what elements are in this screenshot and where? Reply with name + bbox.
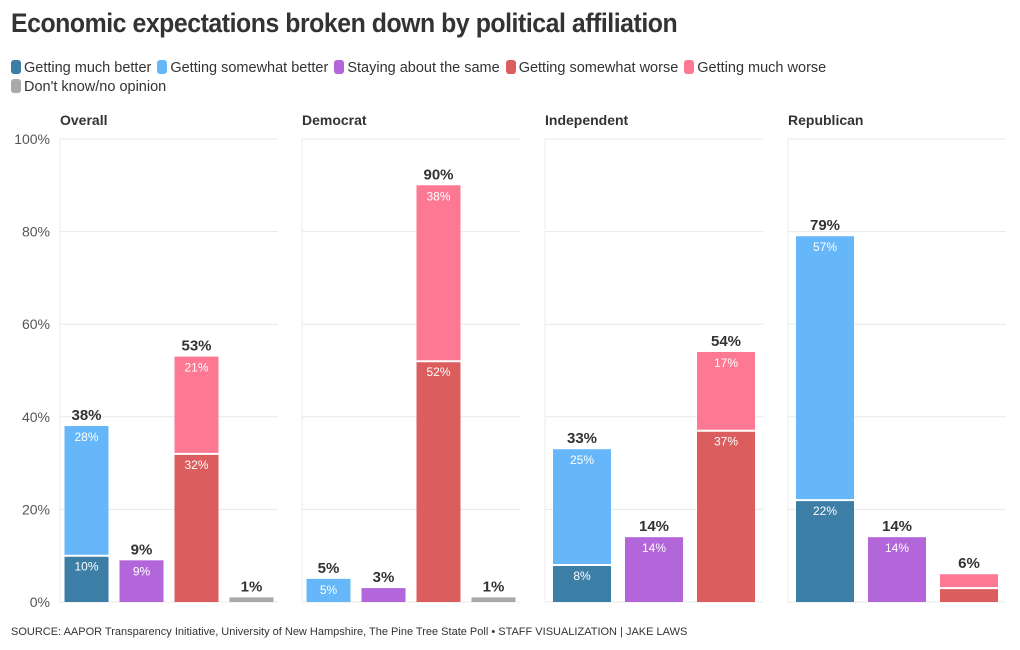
segment-label: 25%: [570, 453, 594, 467]
segment-label: 8%: [573, 569, 591, 583]
y-tick-label: 100%: [14, 131, 50, 147]
bar-segment: [416, 185, 461, 362]
legend-swatch: [334, 60, 345, 74]
segment-label: 57%: [813, 240, 837, 254]
bar-segment: [796, 500, 854, 602]
segment-label: 5%: [320, 583, 338, 597]
bar-total-label: 9%: [131, 541, 153, 558]
bar-total-label: 5%: [318, 560, 340, 577]
bar-total-label: 1%: [483, 578, 505, 595]
segment-label: 32%: [184, 458, 208, 472]
segment-label: 14%: [885, 541, 909, 555]
panel-title: Republican: [788, 112, 863, 128]
legend-item: Getting much worse: [684, 59, 826, 78]
segment-label: 37%: [714, 435, 738, 449]
bar-segment: [416, 361, 461, 602]
bar-total-label: 90%: [423, 166, 453, 183]
bar-segment: [940, 574, 998, 589]
legend-item: Getting somewhat better: [157, 59, 328, 78]
bar-segment: [697, 430, 755, 602]
legend-item: Don't know/no opinion: [11, 78, 166, 97]
legend-label: Getting somewhat better: [170, 60, 329, 76]
segment-label: 14%: [642, 541, 666, 555]
y-tick-label: 80%: [22, 224, 50, 240]
legend-swatch: [11, 60, 21, 74]
chart-svg: 0% 20% 40% 60% 80% 100% Overall 10% 28% 38% 9% 9% 32…: [14, 112, 1006, 610]
legend-item: Getting much better: [11, 59, 151, 78]
legend-item: Staying about the same: [334, 59, 500, 78]
bar-total-label: 1%: [241, 578, 263, 595]
legend-label: Getting much worse: [697, 60, 827, 76]
bar-segment: [553, 449, 611, 565]
segment-label: 9%: [133, 564, 151, 578]
segment-label: 22%: [813, 504, 837, 518]
legend-label: Getting much better: [24, 60, 152, 76]
source-note: SOURCE: AAPOR Transparency Initiative, U…: [11, 626, 688, 638]
bar-segment: [361, 588, 406, 602]
legend: Getting much better Getting somewhat bett…: [11, 59, 911, 97]
y-tick-label: 0%: [30, 594, 50, 610]
bar-segment: [553, 564, 611, 602]
bar-segment: [119, 560, 164, 602]
bar-segment: [306, 578, 351, 602]
bar-segment: [229, 597, 274, 602]
bar-total-label: 14%: [882, 518, 912, 535]
legend-swatch: [684, 60, 695, 74]
segment-label: 21%: [184, 361, 208, 375]
panel-title: Democrat: [302, 112, 367, 128]
bar-total-label: 54%: [711, 333, 741, 350]
segment-label: 52%: [426, 365, 450, 379]
bar-segment: [868, 537, 926, 602]
legend-label: Staying about the same: [347, 60, 500, 76]
segment-label: 17%: [714, 356, 738, 370]
bar-total-label: 14%: [639, 518, 669, 535]
bar-total-label: 33%: [567, 430, 597, 447]
segment-label: 38%: [426, 189, 450, 203]
bar-segment: [174, 453, 219, 602]
legend-item: Getting somewhat worse: [505, 59, 679, 78]
bar-segment: [796, 236, 854, 501]
bar-segment: [64, 426, 109, 556]
bar-segment: [940, 588, 998, 602]
y-tick-label: 20%: [22, 501, 50, 517]
bar-segment: [471, 597, 516, 602]
legend-swatch: [157, 60, 168, 74]
panel-title: Overall: [60, 112, 107, 128]
segment-label: 10%: [74, 560, 98, 574]
bar-segment: [64, 555, 109, 602]
bar-total-label: 53%: [181, 338, 211, 355]
bar-total-label: 6%: [958, 555, 980, 572]
legend-swatch: [11, 79, 21, 93]
segment-label: 28%: [74, 430, 98, 444]
bar-segment: [174, 356, 219, 454]
legend-swatch: [505, 60, 516, 74]
chart-title: Economic expectations broken down by pol…: [11, 8, 678, 38]
panel-title: Independent: [545, 112, 629, 128]
bar-segment: [625, 537, 683, 602]
bar-total-label: 3%: [373, 569, 395, 586]
bar-total-label: 79%: [810, 217, 840, 234]
legend-label: Don't know/no opinion: [24, 79, 167, 95]
y-tick-label: 40%: [22, 409, 50, 425]
legend-label: Getting somewhat worse: [518, 60, 679, 76]
bar-total-label: 38%: [71, 407, 101, 424]
y-tick-label: 60%: [22, 316, 50, 332]
bar-segment: [697, 351, 755, 431]
